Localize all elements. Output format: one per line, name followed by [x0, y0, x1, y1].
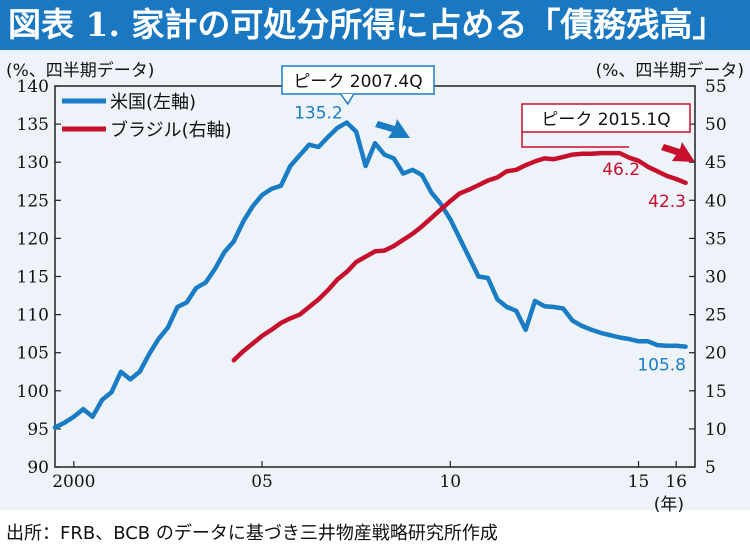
trend-arrow-brazil [661, 142, 695, 162]
callout-text-us: ピーク 2007.4Q [293, 72, 422, 92]
x-tick-label: 05 [251, 472, 273, 492]
end-value-us: 105.8 [637, 356, 686, 376]
right-tick-label: 50 [705, 115, 727, 135]
figure-title: 図表 1. 家計の可処分所得に占める「債務残高」 [8, 5, 726, 44]
left-tick-label: 130 [17, 153, 49, 173]
left-axis-unit: (%、四半期データ) [6, 60, 154, 81]
right-tick-label: 45 [705, 153, 727, 173]
left-tick-label: 90 [27, 458, 49, 478]
x-tick-label: 10 [439, 472, 461, 492]
end-value-brazil: 42.3 [648, 192, 686, 212]
right-tick-label: 15 [705, 382, 727, 402]
callout-pointer-us [340, 93, 355, 106]
callout-leader-brazil [521, 132, 630, 148]
x-tick-label: 2000 [52, 472, 95, 492]
right-tick-label: 35 [705, 229, 727, 249]
right-axis-unit: (%、四半期データ) [596, 60, 744, 81]
x-tick-label: 15 [628, 472, 650, 492]
right-tick-label: 30 [705, 268, 727, 288]
x-axis-unit: (年) [654, 495, 684, 515]
left-tick-label: 105 [17, 344, 49, 364]
callout-box-us [281, 65, 435, 95]
left-tick-label: 100 [17, 382, 49, 402]
legend-label-us: 米国(左軸) [110, 92, 196, 113]
peak-value-us: 135.2 [294, 104, 343, 124]
left-tick-label: 140 [17, 77, 49, 97]
peak-value-brazil: 46.2 [602, 160, 640, 180]
right-tick-label: 25 [705, 306, 727, 326]
right-tick-label: 20 [705, 344, 727, 364]
source-note: 出所：FRB、BCB のデータに基づき三井物産戦略研究所作成 [6, 523, 498, 544]
left-tick-label: 110 [17, 306, 49, 326]
callout-text-brazil: ピーク 2015.1Q [541, 110, 670, 130]
left-tick-label: 135 [17, 115, 49, 135]
title-bar: 図表 1. 家計の可処分所得に占める「債務残高」 [0, 0, 750, 50]
x-tick-label: 16 [665, 472, 687, 492]
left-tick-label: 95 [27, 420, 49, 440]
series-line-brazil [231, 150, 688, 363]
left-tick-label: 115 [17, 268, 49, 288]
left-tick-label: 120 [17, 229, 49, 249]
right-tick-label: 40 [705, 191, 727, 211]
legend-label-brazil: ブラジル(右軸) [110, 119, 232, 141]
trend-arrow-us [375, 119, 410, 138]
right-tick-label: 10 [705, 420, 727, 440]
right-tick-label: 5 [705, 458, 716, 478]
callout-box-brazil [521, 103, 691, 133]
right-tick-label: 55 [705, 77, 727, 97]
series-line-us [52, 120, 688, 430]
left-tick-label: 125 [17, 191, 49, 211]
